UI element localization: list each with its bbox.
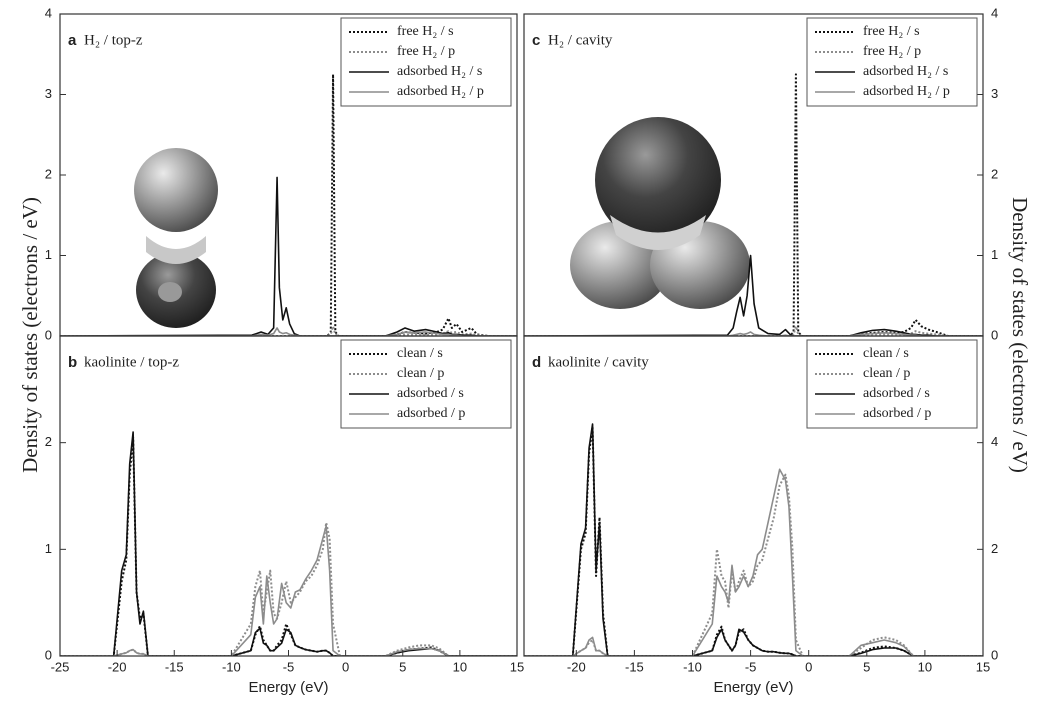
x-tick-label: 5 [863, 659, 870, 674]
y-tick-label: 3 [991, 86, 998, 101]
plot-area [60, 74, 517, 336]
legend-label: adsorbed H₂ / p [397, 84, 484, 99]
panel-title: H₂ / top-z [84, 32, 143, 48]
y-axis-label: Density of states (electrons / eV) [1008, 197, 1032, 473]
panel-letter: c [532, 32, 540, 49]
y-tick-label: 2 [991, 541, 998, 556]
dos-line [524, 469, 983, 656]
y-tick-label: 1 [991, 247, 998, 262]
legend-label: adsorbed H₂ / s [863, 64, 948, 79]
x-tick-label: 0 [342, 659, 349, 674]
legend-label: clean / s [397, 346, 443, 361]
legend-label: adsorbed / s [397, 386, 464, 401]
x-tick-label: -15 [625, 659, 644, 674]
legend-label: free H₂ / s [863, 24, 920, 39]
legend-label: adsorbed / p [863, 406, 931, 421]
inset-molecule-c [570, 117, 750, 309]
x-tick-label: 10 [918, 659, 932, 674]
legend-label: adsorbed H₂ / p [863, 84, 950, 99]
panel-title: kaolinite / top-z [84, 354, 179, 370]
x-tick-label: 5 [399, 659, 406, 674]
x-tick-label: -25 [51, 659, 70, 674]
legend-label: adsorbed H₂ / s [397, 64, 482, 79]
y-tick-label: 2 [45, 434, 52, 449]
dos-line [60, 437, 517, 656]
x-tick-label: 0 [805, 659, 812, 674]
dos-line [60, 74, 517, 336]
y-tick-label: 4 [991, 5, 998, 20]
figure: Density of states (electrons / eV) Densi… [0, 0, 1041, 702]
x-tick-label: -5 [745, 659, 757, 674]
y-tick-label: 0 [991, 327, 998, 342]
legend-label: free H₂ / p [397, 44, 455, 59]
y-tick-label: 4 [991, 434, 998, 449]
dos-line [524, 424, 983, 656]
dos-line [524, 475, 983, 656]
inset-molecule-a [134, 148, 218, 328]
dos-line [60, 177, 517, 336]
legend-label: clean / p [397, 366, 444, 381]
panel-letter: b [68, 354, 77, 371]
legend-label: free H₂ / s [397, 24, 454, 39]
y-tick-label: 3 [45, 86, 52, 101]
plot-area [60, 432, 517, 656]
y-tick-label: 0 [991, 647, 998, 662]
x-tick-label: -20 [567, 659, 586, 674]
legend-label: clean / s [863, 346, 909, 361]
y-axis-label: Density of states (electrons / eV) [18, 197, 42, 473]
dos-line [60, 432, 517, 656]
y-tick-label: 4 [45, 5, 52, 20]
panel-letter: a [68, 32, 77, 49]
dos-line [60, 523, 517, 656]
legend-label: clean / p [863, 366, 910, 381]
x-tick-label: 15 [976, 659, 990, 674]
x-axis-label: Energy (eV) [248, 679, 328, 696]
x-axis-label: Energy (eV) [713, 679, 793, 696]
y-tick-label: 0 [45, 327, 52, 342]
x-tick-label: -10 [222, 659, 241, 674]
panel-title: H₂ / cavity [548, 32, 613, 48]
x-tick-label: 15 [510, 659, 524, 674]
y-tick-label: 1 [45, 247, 52, 262]
panel-title: kaolinite / cavity [548, 354, 649, 370]
y-tick-label: 2 [45, 166, 52, 181]
x-tick-label: -20 [108, 659, 127, 674]
plot-area [524, 424, 983, 656]
y-tick-label: 2 [991, 166, 998, 181]
legend-label: adsorbed / p [397, 406, 465, 421]
legend-label: free H₂ / p [863, 44, 921, 59]
legend-label: adsorbed / s [863, 386, 930, 401]
x-tick-label: 10 [453, 659, 467, 674]
x-tick-label: -15 [165, 659, 184, 674]
y-tick-label: 1 [45, 541, 52, 556]
panel-letter: d [532, 354, 541, 371]
x-tick-label: -5 [283, 659, 295, 674]
x-tick-label: -10 [683, 659, 702, 674]
